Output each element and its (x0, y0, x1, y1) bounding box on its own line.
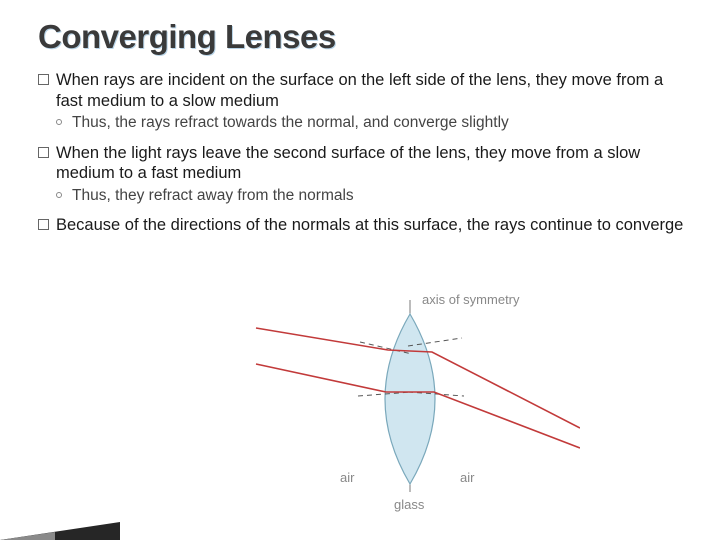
list-item: When the light rays leave the second sur… (38, 143, 690, 184)
bullet-box-icon (38, 147, 49, 158)
slide: Converging Lenses When rays are incident… (0, 0, 720, 540)
air-right-label: air (460, 470, 474, 485)
list-item-text: Because of the directions of the normals… (56, 216, 683, 234)
list-item-text: Thus, they refract away from the normals (72, 187, 354, 204)
list-item: When rays are incident on the surface on… (38, 70, 690, 111)
list-item-text: When the light rays leave the second sur… (56, 144, 640, 183)
bullet-box-icon (38, 219, 49, 230)
list-item-text: Thus, the rays refract towards the norma… (72, 114, 509, 131)
list-item-text: When rays are incident on the surface on… (56, 71, 663, 110)
lens-diagram: axis of symmetry air air glass (250, 292, 580, 527)
bullet-circle-icon (56, 192, 62, 198)
list-subitem: Thus, they refract away from the normals (38, 186, 690, 205)
list-item: Because of the directions of the normals… (38, 215, 690, 236)
bullet-circle-icon (56, 119, 62, 125)
bullet-list: When rays are incident on the surface on… (38, 70, 690, 236)
corner-decoration (0, 522, 120, 540)
page-title: Converging Lenses (38, 18, 690, 56)
air-left-label: air (340, 470, 354, 485)
list-subitem: Thus, the rays refract towards the norma… (38, 113, 690, 132)
glass-label: glass (394, 497, 424, 512)
bullet-box-icon (38, 74, 49, 85)
axis-label: axis of symmetry (422, 292, 520, 307)
lens-diagram-svg (250, 292, 580, 522)
